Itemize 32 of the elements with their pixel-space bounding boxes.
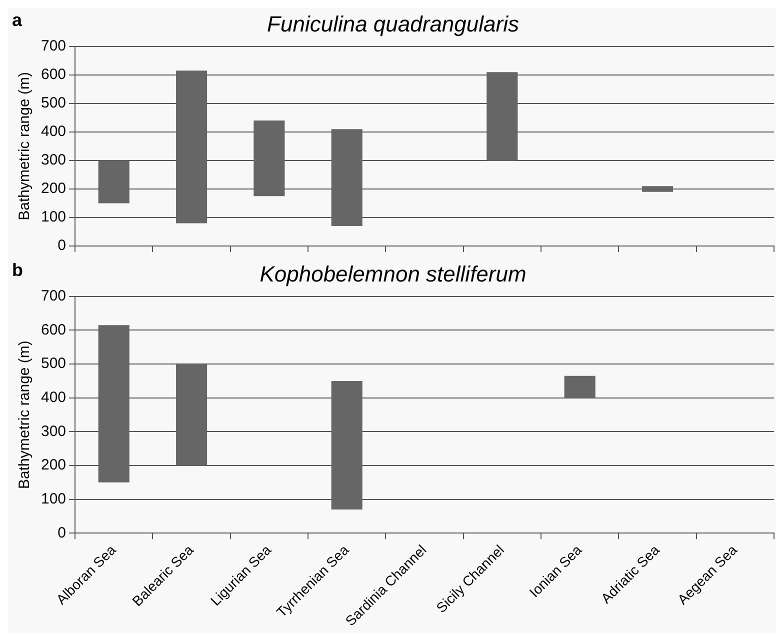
y-tick-label: 500 <box>40 355 66 372</box>
y-tick-label: 600 <box>40 66 66 84</box>
y-tick-label: 700 <box>40 38 66 55</box>
bar <box>486 72 518 160</box>
bar <box>331 129 362 226</box>
chart-title: Kophobelemnon stelliferum <box>260 261 526 286</box>
y-tick-label: 200 <box>40 456 66 474</box>
y-tick-label: 400 <box>40 389 66 406</box>
y-tick-label: 700 <box>40 288 66 305</box>
bar <box>254 120 285 196</box>
y-tick-label: 0 <box>58 237 66 254</box>
bar <box>642 186 674 192</box>
chart-title: Funiculina quadrangularis <box>267 11 519 36</box>
bar <box>176 364 208 466</box>
y-tick-label: 100 <box>40 490 66 508</box>
y-axis-title: Bathymetric range (m) <box>16 340 34 489</box>
bar <box>98 325 130 482</box>
y-tick-label: 300 <box>40 152 66 169</box>
y-tick-label: 100 <box>40 208 66 226</box>
text: a <box>12 10 23 30</box>
y-tick-label: 400 <box>40 123 66 140</box>
bar <box>98 160 130 204</box>
y-tick-label: 500 <box>40 94 66 112</box>
bar <box>564 376 596 398</box>
bar <box>176 70 208 224</box>
y-tick-label: 600 <box>40 321 66 338</box>
text: b <box>12 260 23 280</box>
y-axis-title: Bathymetric range (m) <box>16 72 34 220</box>
bar <box>331 380 362 510</box>
y-tick-label: 200 <box>40 180 66 198</box>
y-tick-label: 300 <box>40 422 66 440</box>
y-tick-label: 0 <box>58 524 66 542</box>
